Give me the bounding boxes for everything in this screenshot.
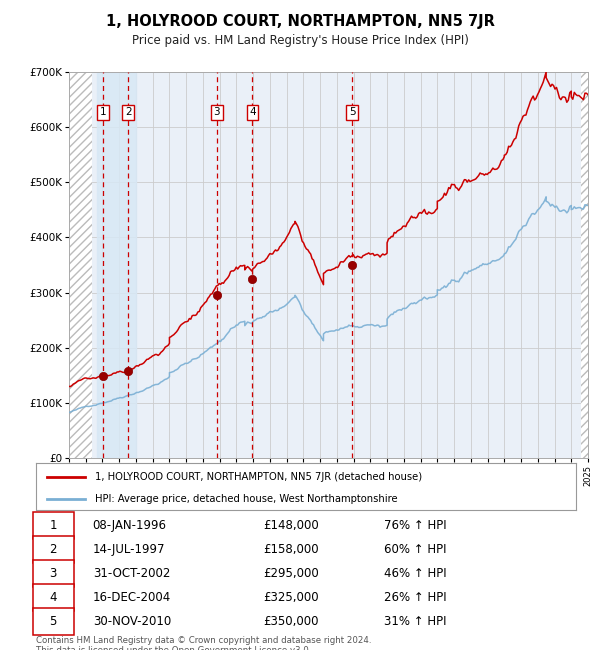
Bar [581,72,588,458]
Bar [97,72,136,458]
Text: £325,000: £325,000 [263,592,319,604]
Text: 5: 5 [349,107,356,117]
Text: 31-OCT-2002: 31-OCT-2002 [92,567,170,580]
Text: Contains HM Land Registry data © Crown copyright and database right 2024.
This d: Contains HM Land Registry data © Crown c… [36,636,371,650]
Text: 31% ↑ HPI: 31% ↑ HPI [385,615,447,628]
FancyBboxPatch shape [34,536,74,563]
FancyBboxPatch shape [34,512,74,539]
Text: 30-NOV-2010: 30-NOV-2010 [92,615,171,628]
Text: 2: 2 [50,543,57,556]
Text: 1: 1 [50,519,57,532]
Text: 3: 3 [214,107,220,117]
Text: £148,000: £148,000 [263,519,319,532]
Text: Price paid vs. HM Land Registry's House Price Index (HPI): Price paid vs. HM Land Registry's House … [131,34,469,47]
Text: 4: 4 [50,592,57,604]
FancyBboxPatch shape [34,584,74,611]
Text: 5: 5 [50,615,57,628]
Text: 4: 4 [249,107,256,117]
Text: 1, HOLYROOD COURT, NORTHAMPTON, NN5 7JR (detached house): 1, HOLYROOD COURT, NORTHAMPTON, NN5 7JR … [95,471,422,482]
FancyBboxPatch shape [34,608,74,635]
Text: 14-JUL-1997: 14-JUL-1997 [92,543,165,556]
Text: 2: 2 [125,107,131,117]
Text: 1: 1 [100,107,106,117]
Text: 3: 3 [50,567,57,580]
Bar [69,72,92,458]
Text: 76% ↑ HPI: 76% ↑ HPI [385,519,447,532]
Text: 1, HOLYROOD COURT, NORTHAMPTON, NN5 7JR: 1, HOLYROOD COURT, NORTHAMPTON, NN5 7JR [106,14,494,29]
Text: £295,000: £295,000 [263,567,319,580]
Text: £158,000: £158,000 [263,543,319,556]
Text: 60% ↑ HPI: 60% ↑ HPI [385,543,447,556]
Text: HPI: Average price, detached house, West Northamptonshire: HPI: Average price, detached house, West… [95,493,398,504]
FancyBboxPatch shape [34,560,74,587]
Text: 16-DEC-2004: 16-DEC-2004 [92,592,171,604]
Bar [69,72,92,458]
Text: £350,000: £350,000 [263,615,318,628]
Text: 26% ↑ HPI: 26% ↑ HPI [385,592,447,604]
Text: 08-JAN-1996: 08-JAN-1996 [92,519,167,532]
Text: 46% ↑ HPI: 46% ↑ HPI [385,567,447,580]
Bar [581,72,588,458]
